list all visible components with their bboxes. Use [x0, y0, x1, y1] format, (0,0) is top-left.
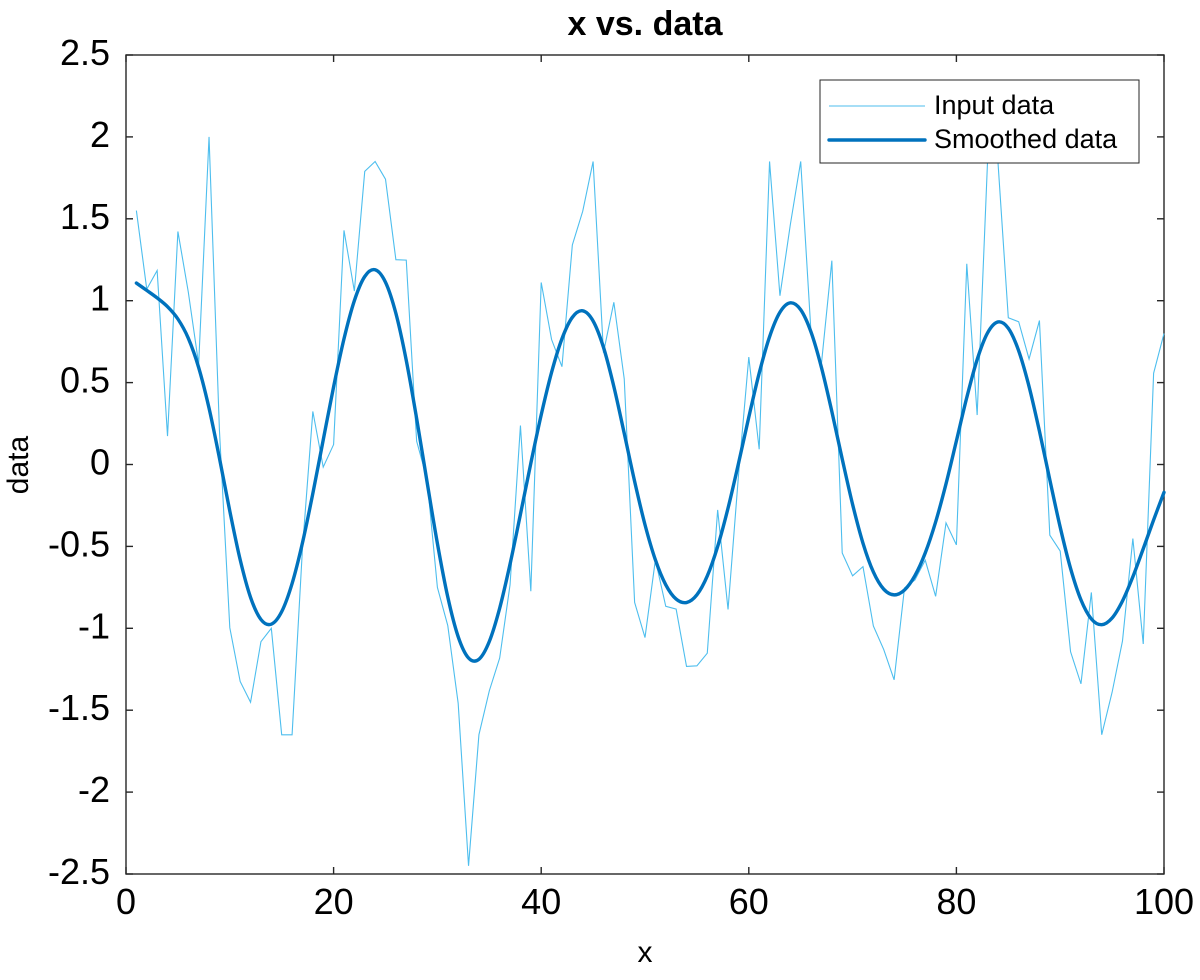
svg-text:Smoothed data: Smoothed data — [934, 124, 1118, 154]
svg-text:x: x — [638, 936, 653, 969]
svg-text:2.5: 2.5 — [60, 32, 110, 73]
svg-text:80: 80 — [936, 881, 976, 922]
svg-text:1.5: 1.5 — [60, 196, 110, 237]
svg-text:40: 40 — [521, 881, 561, 922]
svg-text:-2.5: -2.5 — [48, 851, 110, 892]
svg-text:20: 20 — [314, 881, 354, 922]
svg-text:Input data: Input data — [934, 90, 1055, 120]
svg-text:-2: -2 — [78, 769, 110, 810]
svg-text:60: 60 — [729, 881, 769, 922]
svg-text:data: data — [2, 435, 35, 494]
svg-text:100: 100 — [1134, 881, 1194, 922]
svg-text:x vs. data: x vs. data — [568, 5, 724, 43]
svg-text:0.5: 0.5 — [60, 360, 110, 401]
svg-text:2: 2 — [90, 114, 110, 155]
svg-text:-1.5: -1.5 — [48, 687, 110, 728]
svg-text:0: 0 — [116, 881, 136, 922]
svg-text:-1: -1 — [78, 605, 110, 646]
svg-text:1: 1 — [90, 278, 110, 319]
svg-text:-0.5: -0.5 — [48, 523, 110, 564]
svg-text:0: 0 — [90, 442, 110, 483]
